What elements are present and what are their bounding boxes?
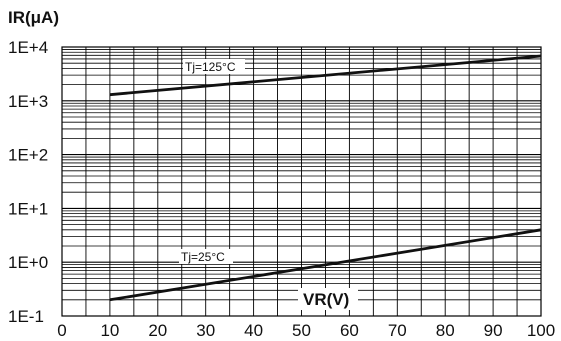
y-tick-label: 1E+2 xyxy=(8,146,48,165)
x-tick-label: 0 xyxy=(57,321,66,340)
series-line-tj-125c xyxy=(109,54,542,97)
y-tick-labels: 1E-1 1E+0 1E+1 1E+2 1E+3 1E+4 xyxy=(8,38,48,326)
curve-label-tj-25c: Tj=25°C xyxy=(181,250,225,264)
x-tick-label: 100 xyxy=(527,321,555,340)
y-tick-label: 1E+1 xyxy=(8,199,48,218)
x-tick-label: 40 xyxy=(244,321,263,340)
curve-label-tj-125c: Tj=125°C xyxy=(185,60,236,74)
x-tick-labels: 0 10 20 30 40 50 60 70 80 90 100 xyxy=(57,321,555,340)
series-group xyxy=(109,54,542,302)
x-axis-label-group: VR(V) xyxy=(298,288,358,310)
x-tick-label: 60 xyxy=(340,321,359,340)
x-tick-label: 10 xyxy=(100,321,119,340)
x-axis-label-background xyxy=(298,288,358,310)
curve-label-background xyxy=(183,59,245,74)
x-tick-label: 90 xyxy=(484,321,503,340)
curve-labels: Tj=125°C Tj=25°C xyxy=(179,59,245,264)
y-tick-label: 1E+3 xyxy=(8,92,48,111)
series-line-tj-25c xyxy=(109,228,542,302)
x-tick-label: 50 xyxy=(292,321,311,340)
x-tick-label: 20 xyxy=(148,321,167,340)
y-tick-label: 1E+0 xyxy=(8,253,48,272)
x-tick-label: 30 xyxy=(196,321,215,340)
grid xyxy=(61,47,542,317)
x-axis-label: VR(V) xyxy=(303,290,349,309)
plot-frame xyxy=(61,46,542,317)
x-tick-label: 80 xyxy=(436,321,455,340)
curve-label-background xyxy=(179,249,233,264)
y-tick-label: 1E+4 xyxy=(8,38,48,57)
x-tick-label: 70 xyxy=(388,321,407,340)
y-tick-label: 1E-1 xyxy=(8,307,44,326)
y-axis-label: IR(μA) xyxy=(8,8,59,27)
